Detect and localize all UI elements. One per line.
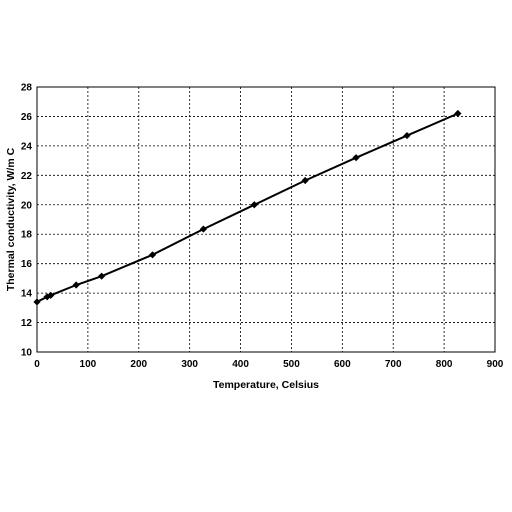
y-tick-label: 26	[21, 112, 33, 123]
y-tick-label: 18	[21, 230, 33, 241]
y-tick-label: 22	[21, 171, 33, 182]
x-tick-label: 800	[436, 359, 453, 370]
x-tick-label: 200	[130, 359, 147, 370]
data-point-marker	[403, 131, 411, 140]
y-tick-label: 28	[21, 83, 33, 94]
data-point-marker	[352, 154, 360, 162]
y-axis-title: Thermal conductivity, W/m C	[5, 147, 17, 291]
x-tick-label: 0	[34, 359, 40, 370]
data-markers	[33, 109, 462, 306]
x-tick-label: 700	[385, 359, 402, 370]
x-tick-label: 400	[232, 359, 249, 370]
plot-area-frame	[36, 86, 496, 353]
data-point-marker	[33, 298, 41, 306]
data-point-marker	[98, 272, 106, 280]
x-axis-title: Temperature, Celsius	[213, 379, 319, 391]
x-tick-labels: 0 100 200 300 400 500 600 700 800 900	[34, 359, 504, 370]
data-point-marker	[72, 281, 80, 289]
gridlines	[37, 87, 495, 352]
x-tick-label: 300	[181, 359, 198, 370]
x-tick-label: 100	[80, 359, 97, 370]
series-line	[36, 112, 459, 303]
y-tick-label: 16	[21, 259, 33, 270]
y-tick-label: 20	[21, 200, 33, 211]
data-point-marker	[454, 109, 462, 118]
x-tick-label: 600	[334, 359, 351, 370]
data-point-marker	[199, 225, 208, 233]
data-point-marker	[250, 201, 258, 209]
y-tick-label: 12	[21, 318, 33, 329]
x-tick-label: 900	[487, 359, 504, 370]
data-point-marker	[301, 176, 309, 185]
y-tick-label: 10	[21, 348, 33, 359]
y-tick-labels: 10 12 14 16 18 20 22 24 26 28	[21, 83, 33, 359]
y-tick-label: 24	[21, 141, 33, 152]
data-point-marker	[43, 293, 51, 301]
x-tick-label: 500	[283, 359, 300, 370]
y-tick-label: 14	[21, 289, 33, 300]
data-point-marker	[47, 291, 55, 299]
data-point-marker	[148, 251, 157, 259]
